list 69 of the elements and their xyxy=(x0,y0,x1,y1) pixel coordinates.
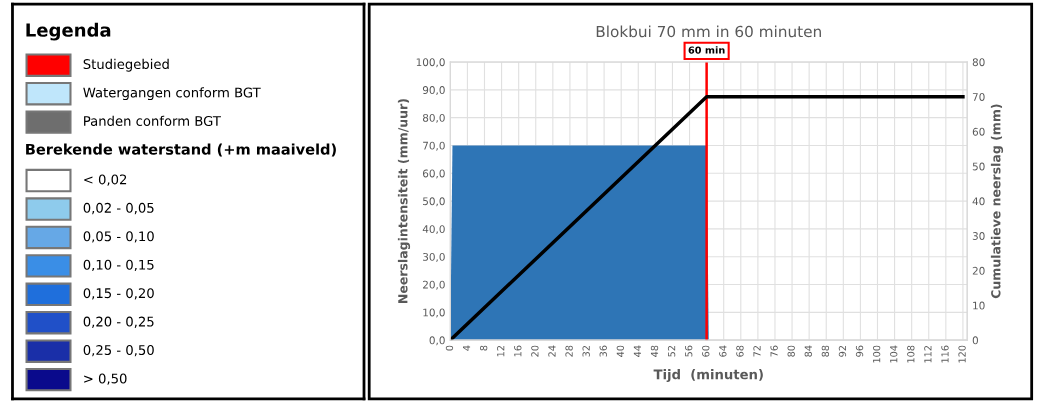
y2-tick-label: 80 xyxy=(972,58,985,67)
x-tick-label: 104 xyxy=(890,345,898,363)
category-label: 0,02 - 0,05 xyxy=(83,202,154,215)
x-tick-label: 24 xyxy=(548,345,556,357)
x-tick-label: 20 xyxy=(531,345,539,357)
y-tick-label: 30,0 xyxy=(423,252,445,262)
x-tick-label: 8 xyxy=(479,345,488,351)
y2-tick-label: 20 xyxy=(972,266,985,275)
y-tick-label: 60,0 xyxy=(422,169,445,179)
x-tick-label: 16 xyxy=(514,345,522,357)
category-label: > 0,50 xyxy=(84,373,127,385)
category-label: 0,15 - 0,20 xyxy=(83,288,154,300)
x-tick-label: 100 xyxy=(872,345,881,363)
y-tick-label: 80,0 xyxy=(422,113,445,123)
x-tick-label: 36 xyxy=(599,345,607,357)
x-tick-label: 84 xyxy=(804,345,812,357)
y-tick-label: 50,0 xyxy=(423,197,445,207)
x-tick-label: 28 xyxy=(565,345,573,357)
y2-tick-label: 60 xyxy=(972,127,985,136)
category-label: 0,05 - 0,10 xyxy=(83,231,154,243)
x-tick-label: 32 xyxy=(582,345,590,357)
x-tick-label: 120 xyxy=(958,345,966,363)
x-tick-label: 0 xyxy=(445,345,454,351)
category-label: 0,20 - 0,25 xyxy=(83,316,154,328)
x-axis-title: Tijd (minuten) xyxy=(653,369,763,382)
category-label: 0,25 - 0,50 xyxy=(83,345,154,357)
category-label: 0,10 - 0,15 xyxy=(83,259,154,272)
text: Berekende waterstand (+m maaiveld) xyxy=(26,143,336,157)
y2-tick-label: 50 xyxy=(972,162,985,171)
text: Legenda xyxy=(26,22,111,41)
y-tick-label: 20,0 xyxy=(423,280,445,290)
category-label: Watergangen conform BGT xyxy=(83,87,261,101)
x-tick-label: 80 xyxy=(787,345,795,357)
x-tick-label: 4 xyxy=(463,345,471,351)
y2-tick-label: 70 xyxy=(972,93,985,101)
x-tick-label: 72 xyxy=(753,345,761,357)
y-tick-label: 10,0 xyxy=(423,308,445,318)
x-tick-label: 12 xyxy=(497,345,505,357)
x-tick-label: 92 xyxy=(838,345,847,357)
category-label: < 0,02 xyxy=(84,174,127,186)
x-tick-label: 52 xyxy=(667,345,676,357)
y2-tick-label: 10 xyxy=(973,301,985,310)
x-tick-label: 68 xyxy=(736,345,744,357)
category-label: Panden conform BGT xyxy=(84,115,221,126)
x-tick-label: 44 xyxy=(633,345,641,357)
chart-title: Blokbui 70 mm in 60 minuten xyxy=(596,25,821,38)
x-tick-label: 60 xyxy=(702,345,710,357)
x-tick-label: 116 xyxy=(941,345,949,363)
y2-tick-label: 30 xyxy=(972,232,985,240)
x-tick-label: 108 xyxy=(907,345,915,363)
y-tick-label: 0,0 xyxy=(429,336,445,346)
y-tick-label: 40,0 xyxy=(422,225,445,235)
y-tick-label: 90,0 xyxy=(422,86,445,96)
x-tick-label: 40 xyxy=(616,345,625,357)
y-tick-label: 100,0 xyxy=(416,58,445,68)
x-tick-label: 56 xyxy=(685,345,693,357)
y2-tick-label: 0 xyxy=(972,336,978,345)
x-tick-label: 112 xyxy=(924,345,932,363)
x-tick-label: 96 xyxy=(855,345,864,357)
x-tick-label: 76 xyxy=(770,345,778,357)
x-tick-label: 64 xyxy=(719,345,727,357)
x-tick-label: 88 xyxy=(821,345,830,357)
y2-tick-label: 40 xyxy=(972,197,985,206)
y-axis-title: Neerslagintensiteit (mm/uur) xyxy=(397,99,411,303)
x-tick-label: 48 xyxy=(650,345,659,357)
ref-line-label: 60 min xyxy=(688,46,725,54)
y2-axis-title: Cumulatieve neerslag (mm) xyxy=(990,104,1004,299)
y-tick-label: 70,0 xyxy=(423,141,445,151)
category-label: Studiegebied xyxy=(83,58,169,72)
